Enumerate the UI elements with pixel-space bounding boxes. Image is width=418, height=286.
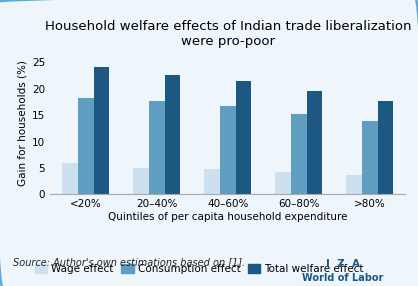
Bar (307, 91, 322, 194)
Bar (291, 114, 307, 194)
Bar (347, 175, 362, 194)
Y-axis label: Gain for households (%): Gain for households (%) (18, 60, 28, 186)
Bar (165, 75, 180, 194)
Text: World of Labor: World of Labor (302, 273, 383, 283)
Bar (149, 101, 165, 194)
Bar (62, 163, 78, 194)
Bar (362, 121, 378, 194)
Bar (378, 101, 393, 194)
Bar (236, 81, 251, 194)
Bar (220, 106, 236, 194)
Bar (275, 172, 291, 194)
Bar (133, 168, 149, 194)
Bar (204, 169, 220, 194)
Legend: Wage effect, Consumption effect, Total welfare effect: Wage effect, Consumption effect, Total w… (31, 260, 368, 278)
Text: I  Z  A: I Z A (326, 259, 360, 269)
Text: Source: Author's own estimations based on [1].: Source: Author's own estimations based o… (13, 257, 245, 267)
Bar (78, 98, 94, 194)
Bar (94, 67, 109, 194)
X-axis label: Quintiles of per capita household expenditure: Quintiles of per capita household expend… (108, 212, 347, 222)
Title: Household welfare effects of Indian trade liberalization
were pro-poor: Household welfare effects of Indian trad… (45, 19, 411, 47)
